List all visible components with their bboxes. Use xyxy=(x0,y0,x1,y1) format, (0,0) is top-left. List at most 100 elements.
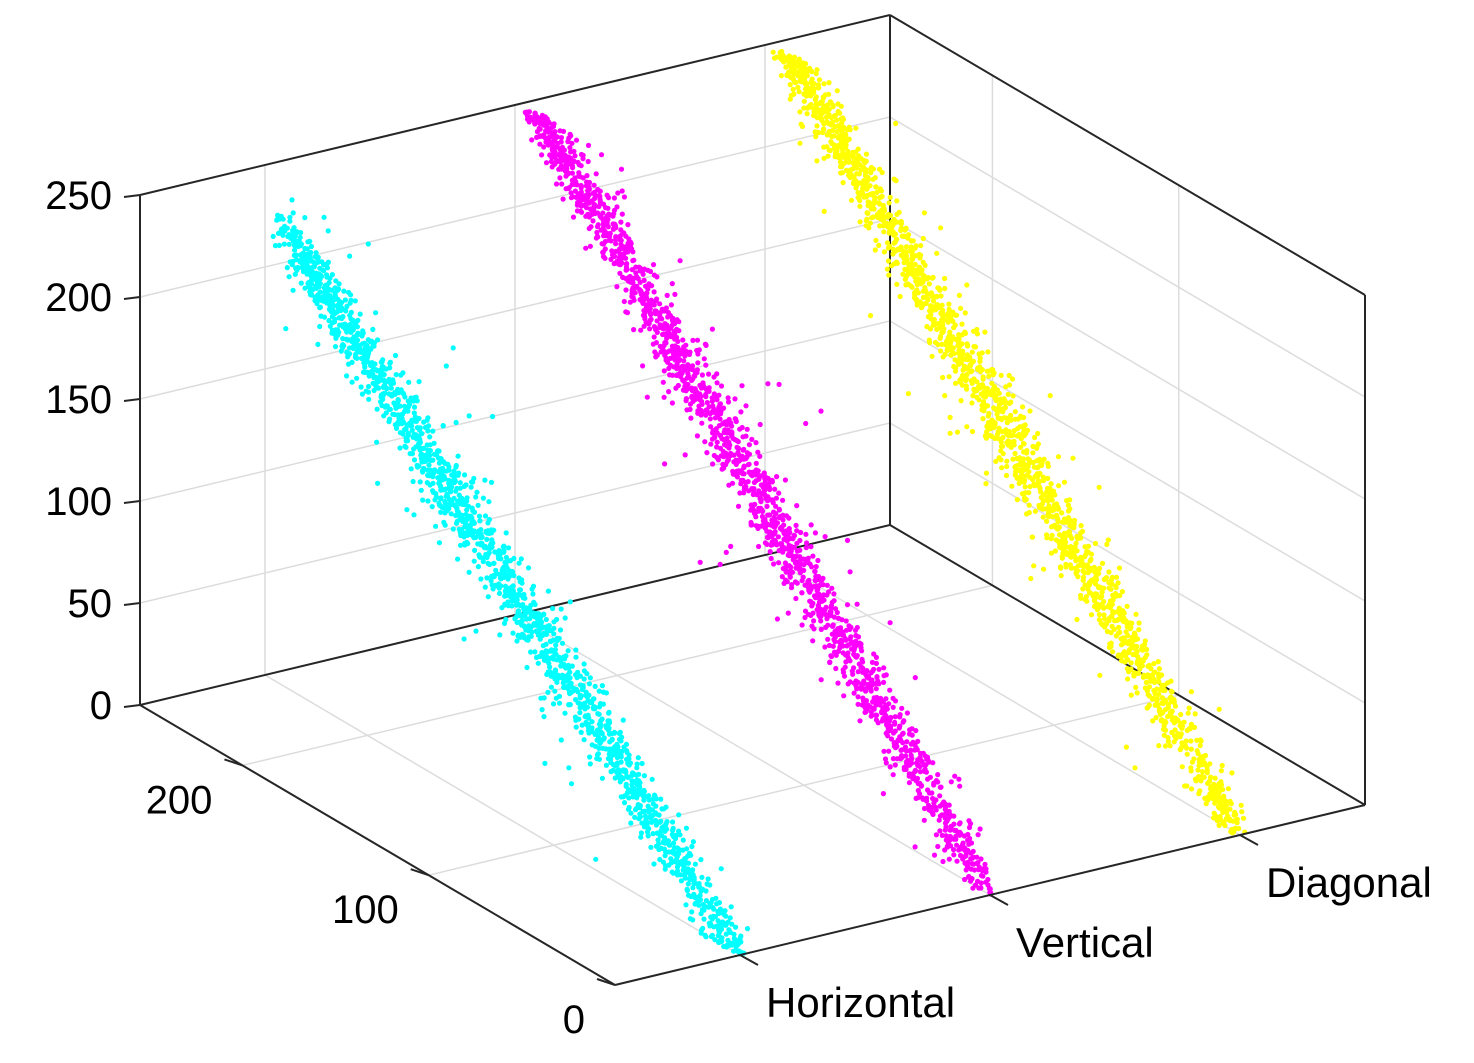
scatter-point xyxy=(1167,743,1173,749)
scatter-point xyxy=(623,264,630,270)
scatter-point xyxy=(586,179,593,186)
scatter-point xyxy=(405,430,411,436)
scatter-point xyxy=(830,102,836,109)
scatter-point xyxy=(872,197,878,203)
scatter-point xyxy=(509,568,515,575)
scatter-point xyxy=(665,329,671,335)
scatter-point xyxy=(292,247,298,253)
scatter-point xyxy=(448,511,454,517)
scatter-point xyxy=(894,198,900,204)
scatter-point xyxy=(590,218,596,224)
scatter-point xyxy=(855,669,861,675)
scatter-point xyxy=(861,668,867,674)
scatter-point xyxy=(587,243,594,249)
scatter-point xyxy=(703,362,709,368)
scatter-point xyxy=(674,864,681,870)
scatter-point xyxy=(810,553,816,559)
scatter-point xyxy=(776,507,783,513)
scatter-point xyxy=(855,701,861,707)
scatter-point xyxy=(395,412,401,418)
scatter-point xyxy=(1061,530,1068,537)
scatter-point xyxy=(799,622,805,628)
scatter-point xyxy=(930,811,936,818)
scatter-point xyxy=(722,429,728,436)
scatter-point xyxy=(568,149,574,155)
scatter-point xyxy=(1205,780,1211,787)
scatter-point xyxy=(628,820,634,826)
scatter-point xyxy=(1162,687,1168,694)
scatter-point xyxy=(927,774,934,780)
scatter-point xyxy=(871,695,877,701)
scatter-point xyxy=(1045,460,1051,466)
scatter-point xyxy=(382,390,388,396)
scatter-point xyxy=(782,530,788,536)
scatter-point xyxy=(893,178,899,184)
scatter-point xyxy=(897,737,903,743)
scatter-point xyxy=(586,192,592,198)
scatter-point xyxy=(716,404,723,410)
scatter-point xyxy=(557,674,563,681)
scatter-point xyxy=(698,398,705,404)
scatter-point xyxy=(493,567,499,573)
scatter-point xyxy=(1191,756,1197,762)
scatter-point xyxy=(645,833,651,839)
scatter-point xyxy=(943,824,949,830)
scatter-point xyxy=(776,560,782,566)
scatter-point xyxy=(542,760,548,767)
scatter-point xyxy=(581,668,588,674)
scatter-point xyxy=(624,748,630,754)
scatter-point xyxy=(980,873,986,879)
scatter-point xyxy=(332,316,338,322)
scatter-point xyxy=(692,861,699,867)
scatter-point xyxy=(543,653,550,660)
scatter-point xyxy=(283,326,289,332)
scatter-point xyxy=(708,424,714,430)
scatter-point xyxy=(736,468,742,474)
scatter-point xyxy=(924,324,930,330)
scatter-point xyxy=(982,329,988,335)
scatter-point xyxy=(333,278,339,284)
scatter-point xyxy=(663,804,669,810)
scatter-point xyxy=(596,203,602,210)
scatter-point xyxy=(723,931,729,937)
scatter-point xyxy=(765,498,771,504)
scatter-point xyxy=(438,495,444,501)
scatter-point xyxy=(979,868,985,874)
scatter-point xyxy=(457,498,463,504)
scatter-point xyxy=(713,895,719,901)
scatter-point xyxy=(897,712,903,718)
scatter-point xyxy=(489,574,495,580)
scatter-point xyxy=(594,755,600,762)
scatter-point xyxy=(1123,744,1129,750)
scatter-point xyxy=(477,518,483,524)
scatter-point xyxy=(553,181,560,187)
scatter-point xyxy=(537,141,543,147)
scatter-point xyxy=(930,274,936,280)
scatter-point xyxy=(698,407,704,414)
scatter-point xyxy=(776,548,782,554)
scatter-point xyxy=(290,210,296,216)
scatter-point xyxy=(610,767,616,774)
scatter-point xyxy=(741,490,747,496)
scatter-point xyxy=(1022,484,1028,490)
scatter-point xyxy=(539,119,545,125)
scatter-point xyxy=(698,888,704,894)
scatter-point xyxy=(497,575,503,581)
scatter-point xyxy=(310,286,316,292)
scatter-point xyxy=(812,577,818,583)
scatter-point xyxy=(300,258,307,264)
scatter-point xyxy=(1034,443,1040,450)
scatter-point xyxy=(569,182,575,188)
scatter-point xyxy=(678,878,685,884)
scatter-point xyxy=(643,794,649,800)
scatter-point xyxy=(443,363,449,369)
series-vertical xyxy=(522,109,994,897)
scatter-point xyxy=(287,214,293,220)
scatter-point xyxy=(621,298,627,305)
scatter-point xyxy=(583,245,589,251)
scatter-point xyxy=(791,91,797,97)
scatter-point xyxy=(624,773,630,779)
scatter-point xyxy=(873,654,880,661)
scatter-point xyxy=(756,488,762,494)
scatter-point xyxy=(302,285,308,291)
